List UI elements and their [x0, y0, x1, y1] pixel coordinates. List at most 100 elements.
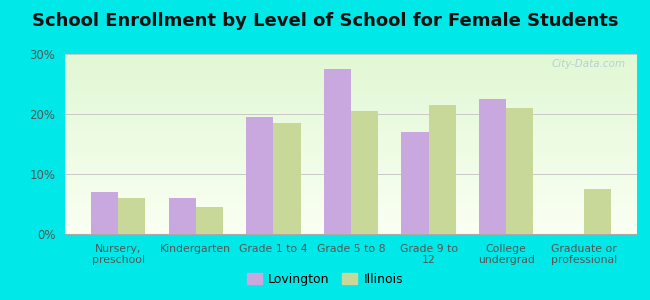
Bar: [65, 139, 637, 140]
Bar: [65, 80, 637, 81]
Text: School Enrollment by Level of School for Female Students: School Enrollment by Level of School for…: [32, 12, 618, 30]
Bar: [65, 92, 637, 93]
Bar: [65, 89, 637, 90]
Bar: [65, 64, 637, 65]
Bar: [65, 229, 637, 230]
Bar: [65, 206, 637, 207]
Bar: [65, 126, 637, 127]
Bar: [65, 137, 637, 138]
Legend: Lovington, Illinois: Lovington, Illinois: [242, 268, 408, 291]
Bar: [65, 205, 637, 206]
Bar: [65, 167, 637, 168]
Bar: [65, 75, 637, 76]
Bar: [65, 78, 637, 79]
Bar: [65, 171, 637, 172]
Bar: [65, 135, 637, 136]
Bar: [65, 63, 637, 64]
Bar: [65, 133, 637, 134]
Bar: [65, 201, 637, 202]
Bar: [65, 168, 637, 169]
Bar: [196, 207, 223, 234]
Bar: [65, 117, 637, 118]
Bar: [65, 181, 637, 182]
Bar: [65, 149, 637, 150]
Bar: [65, 125, 637, 126]
Bar: [65, 169, 637, 170]
Bar: [65, 177, 637, 178]
Bar: [65, 200, 637, 201]
Bar: [351, 111, 378, 234]
Bar: [65, 195, 637, 196]
Bar: [65, 233, 637, 234]
Bar: [65, 186, 637, 187]
Bar: [65, 84, 637, 85]
Bar: [65, 199, 637, 200]
Bar: [65, 215, 637, 216]
Bar: [65, 185, 637, 186]
Bar: [65, 118, 637, 119]
Bar: [65, 173, 637, 174]
Bar: [584, 189, 611, 234]
Bar: [65, 138, 637, 139]
Bar: [65, 122, 637, 123]
Bar: [65, 182, 637, 183]
Bar: [65, 96, 637, 97]
Bar: [65, 226, 637, 227]
Bar: [65, 94, 637, 95]
Bar: [65, 220, 637, 221]
Bar: [168, 198, 196, 234]
Bar: [65, 146, 637, 147]
Bar: [65, 104, 637, 105]
Bar: [65, 170, 637, 171]
Bar: [65, 232, 637, 233]
Bar: [65, 227, 637, 228]
Bar: [65, 194, 637, 195]
Bar: [65, 223, 637, 224]
Bar: [65, 71, 637, 72]
Bar: [65, 204, 637, 205]
Bar: [65, 98, 637, 99]
Bar: [65, 221, 637, 222]
Bar: [65, 164, 637, 165]
Bar: [65, 176, 637, 177]
Bar: [65, 82, 637, 83]
Bar: [65, 119, 637, 120]
Bar: [65, 128, 637, 129]
Bar: [65, 120, 637, 121]
Bar: [65, 142, 637, 143]
Bar: [65, 67, 637, 68]
Bar: [65, 73, 637, 74]
Bar: [65, 130, 637, 131]
Bar: [65, 68, 637, 69]
Bar: [65, 132, 637, 133]
Bar: [65, 203, 637, 204]
Bar: [65, 97, 637, 98]
Bar: [65, 131, 637, 132]
Bar: [65, 144, 637, 145]
Bar: [65, 222, 637, 223]
Bar: [65, 76, 637, 77]
Bar: [65, 140, 637, 141]
Bar: [65, 190, 637, 191]
Bar: [65, 54, 637, 55]
Bar: [65, 83, 637, 84]
Bar: [65, 141, 637, 142]
Bar: [118, 198, 146, 234]
Bar: [65, 110, 637, 111]
Bar: [65, 166, 637, 167]
Bar: [65, 165, 637, 166]
Bar: [65, 95, 637, 96]
Bar: [65, 178, 637, 179]
Bar: [65, 162, 637, 163]
Bar: [65, 197, 637, 198]
Bar: [65, 231, 637, 232]
Bar: [65, 151, 637, 152]
Bar: [65, 196, 637, 197]
Bar: [65, 192, 637, 193]
Bar: [65, 112, 637, 113]
Bar: [65, 58, 637, 59]
Bar: [65, 224, 637, 225]
Bar: [65, 198, 637, 199]
Bar: [65, 217, 637, 218]
Bar: [65, 159, 637, 160]
